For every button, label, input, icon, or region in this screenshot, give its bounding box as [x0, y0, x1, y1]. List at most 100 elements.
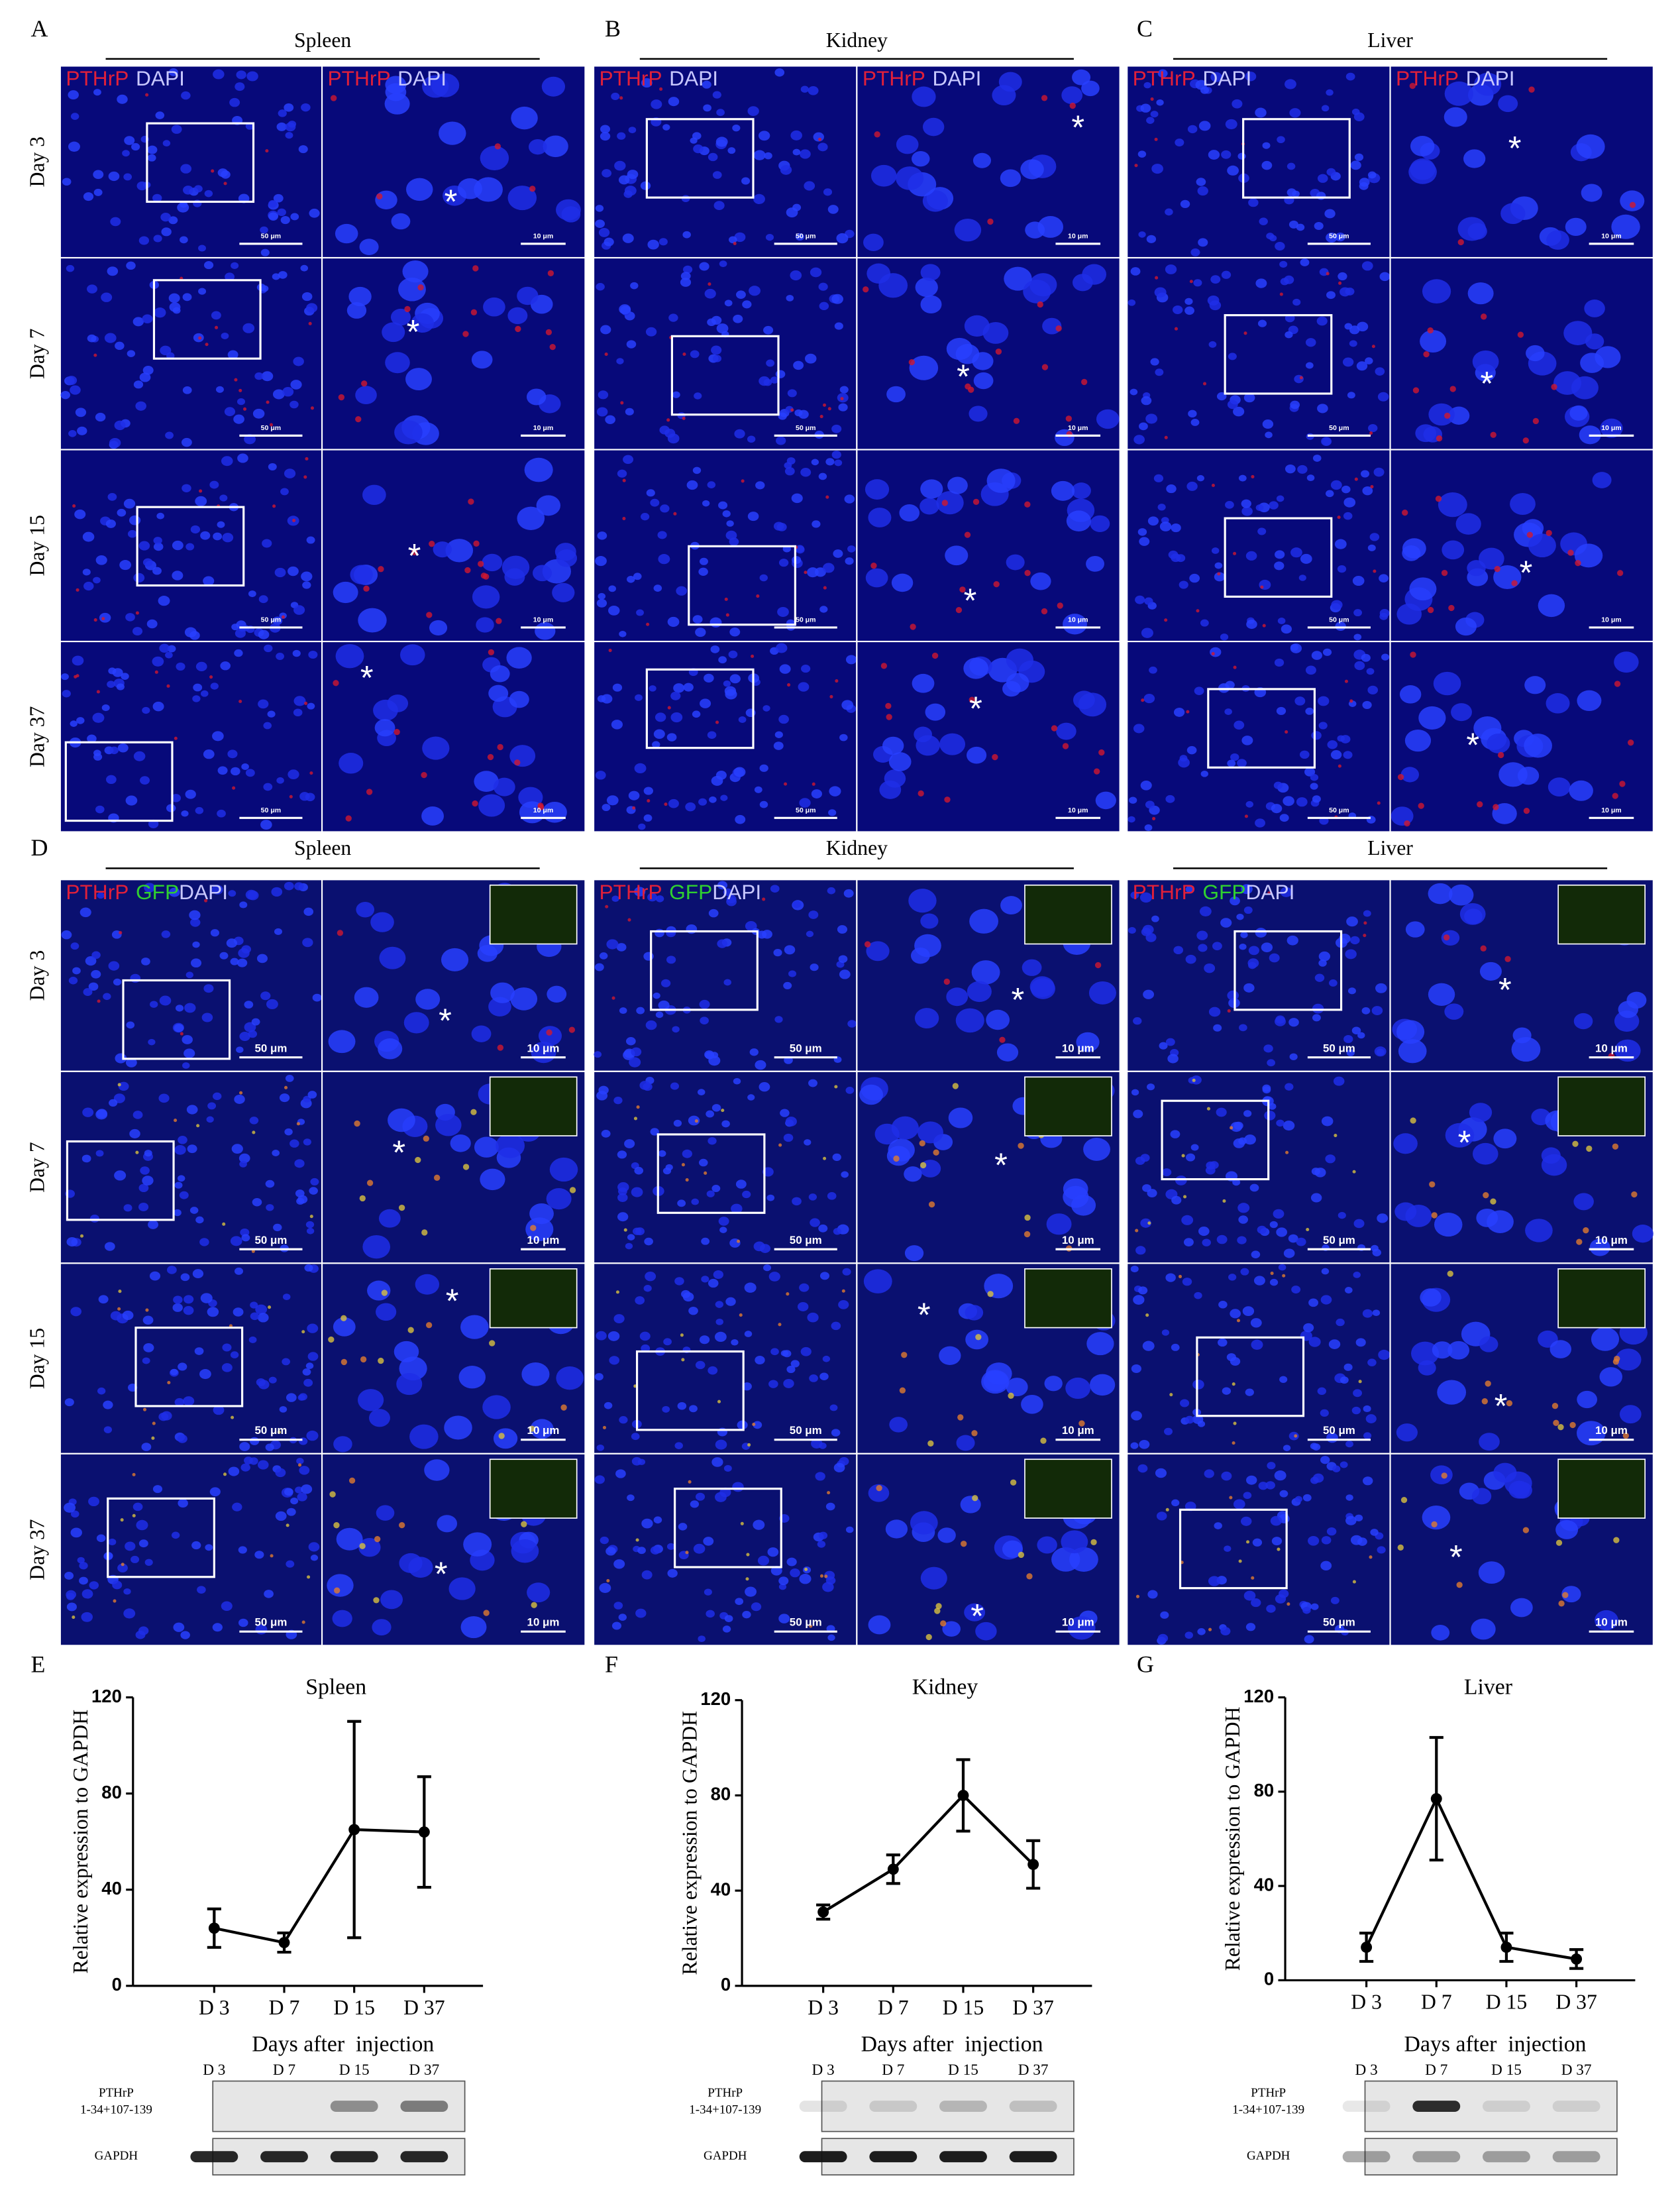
- nucleus: [1131, 1364, 1141, 1373]
- nucleus: [1310, 1193, 1322, 1203]
- nucleus: [1473, 716, 1502, 740]
- nucleus: [136, 1519, 148, 1531]
- nucleus: [1162, 1168, 1172, 1177]
- zoom-box: [656, 1133, 766, 1214]
- nucleus: [132, 1502, 143, 1511]
- nucleus: [818, 1224, 828, 1233]
- nucleus: [1367, 171, 1377, 179]
- nucleus: [1472, 350, 1499, 373]
- nucleus: [307, 1352, 319, 1361]
- x-tick-label: D 37: [1012, 1996, 1054, 2019]
- nucleus: [698, 798, 708, 806]
- signal-spot: [1441, 569, 1448, 576]
- nucleus: [278, 109, 287, 117]
- nucleus: [272, 616, 283, 626]
- signal-spot: [537, 804, 545, 810]
- nucleus: [1510, 492, 1536, 515]
- nucleus: [227, 749, 238, 759]
- signal-spot: [337, 930, 344, 936]
- nucleus: [922, 117, 945, 137]
- nucleus: [1285, 1083, 1294, 1091]
- nucleus: [617, 469, 627, 478]
- nucleus: [268, 1376, 277, 1384]
- signal-spot: [334, 1587, 341, 1594]
- nucleus: [385, 352, 410, 374]
- nucleus: [712, 355, 722, 362]
- nucleus: [942, 1621, 961, 1637]
- signal-spot: [489, 1340, 496, 1346]
- micrograph: 50 μm: [59, 1262, 323, 1455]
- nucleus: [845, 655, 857, 665]
- nucleus: [631, 1187, 643, 1197]
- nucleus: [594, 1373, 604, 1381]
- nucleus: [733, 314, 743, 323]
- nucleus: [1298, 575, 1306, 581]
- panel-letter: F: [605, 1651, 618, 1677]
- nucleus: [1237, 1236, 1247, 1244]
- nucleus: [1262, 1084, 1271, 1092]
- nucleus: [828, 809, 837, 816]
- nucleus: [786, 294, 794, 302]
- nucleus: [299, 1466, 310, 1475]
- nucleus: [405, 368, 432, 391]
- nucleus: [1360, 470, 1370, 478]
- signal-spot: [746, 1553, 750, 1557]
- nucleus: [264, 1590, 274, 1598]
- nucleus: [1267, 1059, 1275, 1067]
- nucleus: [1072, 69, 1091, 85]
- nucleus: [1354, 153, 1364, 161]
- nucleus: [1442, 540, 1465, 560]
- nucleus: [189, 910, 201, 920]
- nucleus: [1171, 1499, 1180, 1507]
- channel-label: PTHrP DAPI: [66, 66, 185, 90]
- nucleus: [248, 1030, 258, 1038]
- nucleus: [1396, 1423, 1418, 1442]
- nucleus: [219, 494, 228, 502]
- nucleus: [780, 1350, 788, 1356]
- signal-spot: [1299, 376, 1303, 380]
- nucleus: [336, 1527, 363, 1551]
- channel-name: PTHrP: [863, 66, 925, 90]
- nucleus: [328, 1030, 356, 1054]
- nucleus: [448, 1577, 476, 1600]
- nucleus: [103, 1400, 113, 1409]
- nucleus: [1140, 1218, 1151, 1228]
- signal-spot: [1024, 570, 1031, 576]
- nucleus: [1317, 696, 1330, 706]
- scale-bar-label: 10 μm: [1068, 616, 1088, 624]
- nucleus: [1303, 1323, 1314, 1333]
- nucleus: [396, 1372, 423, 1396]
- nucleus: [1230, 896, 1240, 906]
- signal-spot: [180, 1032, 184, 1036]
- signal-spot: [1051, 725, 1058, 732]
- nucleus: [129, 1128, 140, 1138]
- nucleus: [1290, 643, 1302, 653]
- nucleus: [306, 303, 318, 313]
- panel-letter: A: [30, 15, 48, 42]
- nucleus: [735, 1598, 744, 1606]
- nucleus: [1194, 686, 1204, 695]
- signal-spot: [987, 218, 994, 225]
- nucleus: [1239, 943, 1247, 950]
- asterisk: *: [435, 1555, 448, 1592]
- nucleus: [183, 1396, 195, 1406]
- signal-spot: [1586, 1145, 1593, 1152]
- signal-spot: [529, 1425, 535, 1432]
- nucleus: [380, 1590, 403, 1610]
- signal-spot: [725, 613, 729, 617]
- nucleus: [1086, 556, 1105, 572]
- nucleus: [271, 887, 283, 897]
- nucleus: [611, 720, 623, 730]
- nucleus: [683, 683, 694, 692]
- nucleus: [1371, 1006, 1383, 1016]
- nucleus: [807, 1312, 819, 1323]
- signal-spot: [496, 618, 502, 624]
- nucleus: [762, 705, 770, 712]
- nucleus: [385, 83, 407, 101]
- nucleus: [744, 1282, 757, 1293]
- signal-spot: [1553, 1419, 1559, 1426]
- nucleus: [1345, 1441, 1353, 1448]
- nucleus: [742, 1382, 752, 1391]
- nucleus: [1299, 750, 1310, 759]
- nucleus: [332, 1610, 352, 1627]
